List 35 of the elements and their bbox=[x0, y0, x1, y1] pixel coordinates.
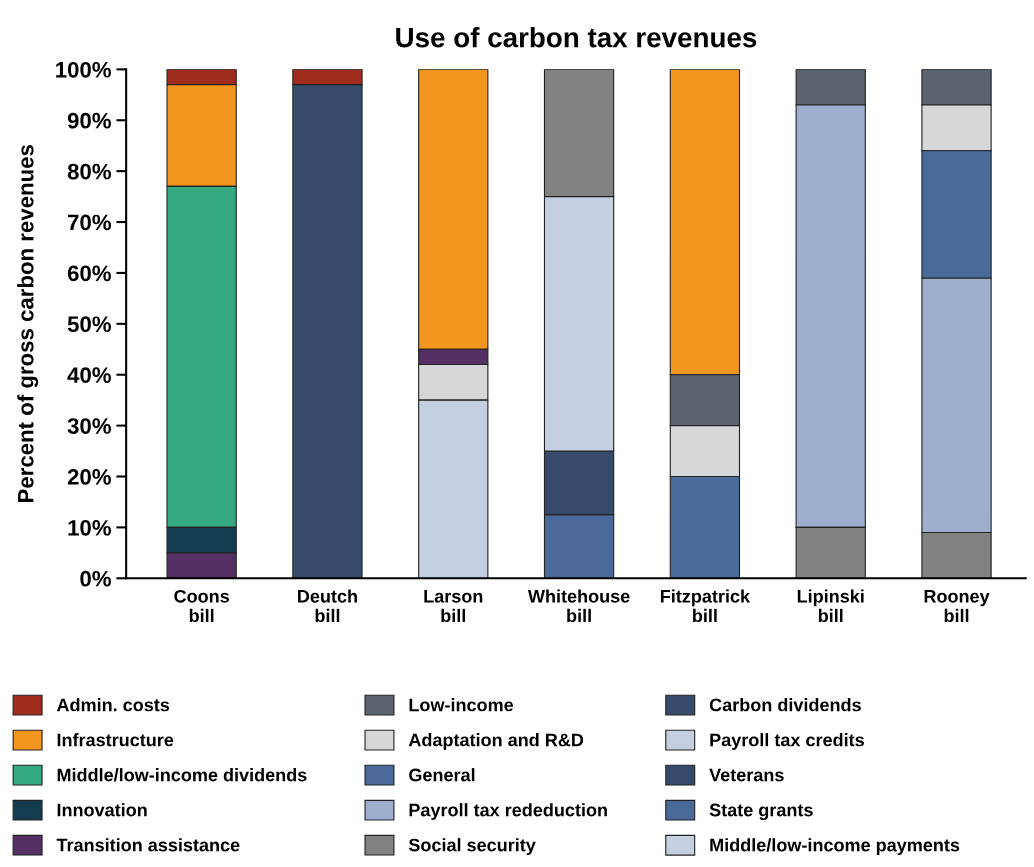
y-tick-label: 60% bbox=[67, 265, 111, 282]
legend-label: Middle/low-income dividends bbox=[57, 768, 307, 782]
y-tick-label: 100% bbox=[56, 61, 111, 78]
x-tick-label: Lipinski bill bbox=[797, 589, 864, 623]
y-tick-label: 50% bbox=[67, 316, 111, 333]
y-tick-label: 20% bbox=[67, 469, 111, 485]
y-tick-label: 30% bbox=[67, 418, 111, 434]
legend-label: Transition assistance bbox=[56, 838, 240, 852]
x-tick-label: Coons bill bbox=[174, 589, 229, 623]
legend-label: Innovation bbox=[57, 803, 147, 817]
x-tick-label: Fitzpatrick bill bbox=[660, 589, 751, 623]
x-tick-label: Whitehouse bill bbox=[527, 589, 630, 623]
y-tick-label: 10% bbox=[68, 519, 111, 536]
legend-label: Low-income bbox=[409, 698, 514, 712]
y-tick-label: 70% bbox=[68, 214, 111, 231]
legend-label: Veterans bbox=[709, 768, 784, 782]
legend-label: Infrastructure bbox=[57, 733, 174, 747]
y-tick-label: 80% bbox=[67, 163, 111, 180]
legend-label: Social security bbox=[408, 838, 536, 856]
legend-label: Admin. costs bbox=[56, 698, 170, 712]
legend-label: State grants bbox=[709, 803, 813, 821]
y-tick-label: 90% bbox=[67, 112, 111, 129]
legend-label: Payroll tax credits bbox=[710, 733, 864, 750]
x-tick-label: Deutch bill bbox=[298, 589, 357, 623]
x-tick-label: Larson bill bbox=[424, 590, 483, 623]
legend-label: Payroll tax rededuction bbox=[409, 803, 607, 820]
y-axis-title: Percent of gross carbon revenues bbox=[17, 145, 39, 503]
legend-label: Middle/low-income payments bbox=[710, 838, 960, 856]
legend-label: Adaptation and R&D bbox=[408, 733, 584, 750]
y-tick-label: 40% bbox=[67, 367, 111, 383]
legend-label: General bbox=[409, 768, 475, 782]
y-tick-label: 0% bbox=[80, 570, 111, 587]
chart-title: Use of carbon tax revenues bbox=[396, 27, 757, 48]
legend-label: Carbon dividends bbox=[709, 698, 861, 712]
x-tick-label: Rooney bill bbox=[924, 590, 990, 623]
